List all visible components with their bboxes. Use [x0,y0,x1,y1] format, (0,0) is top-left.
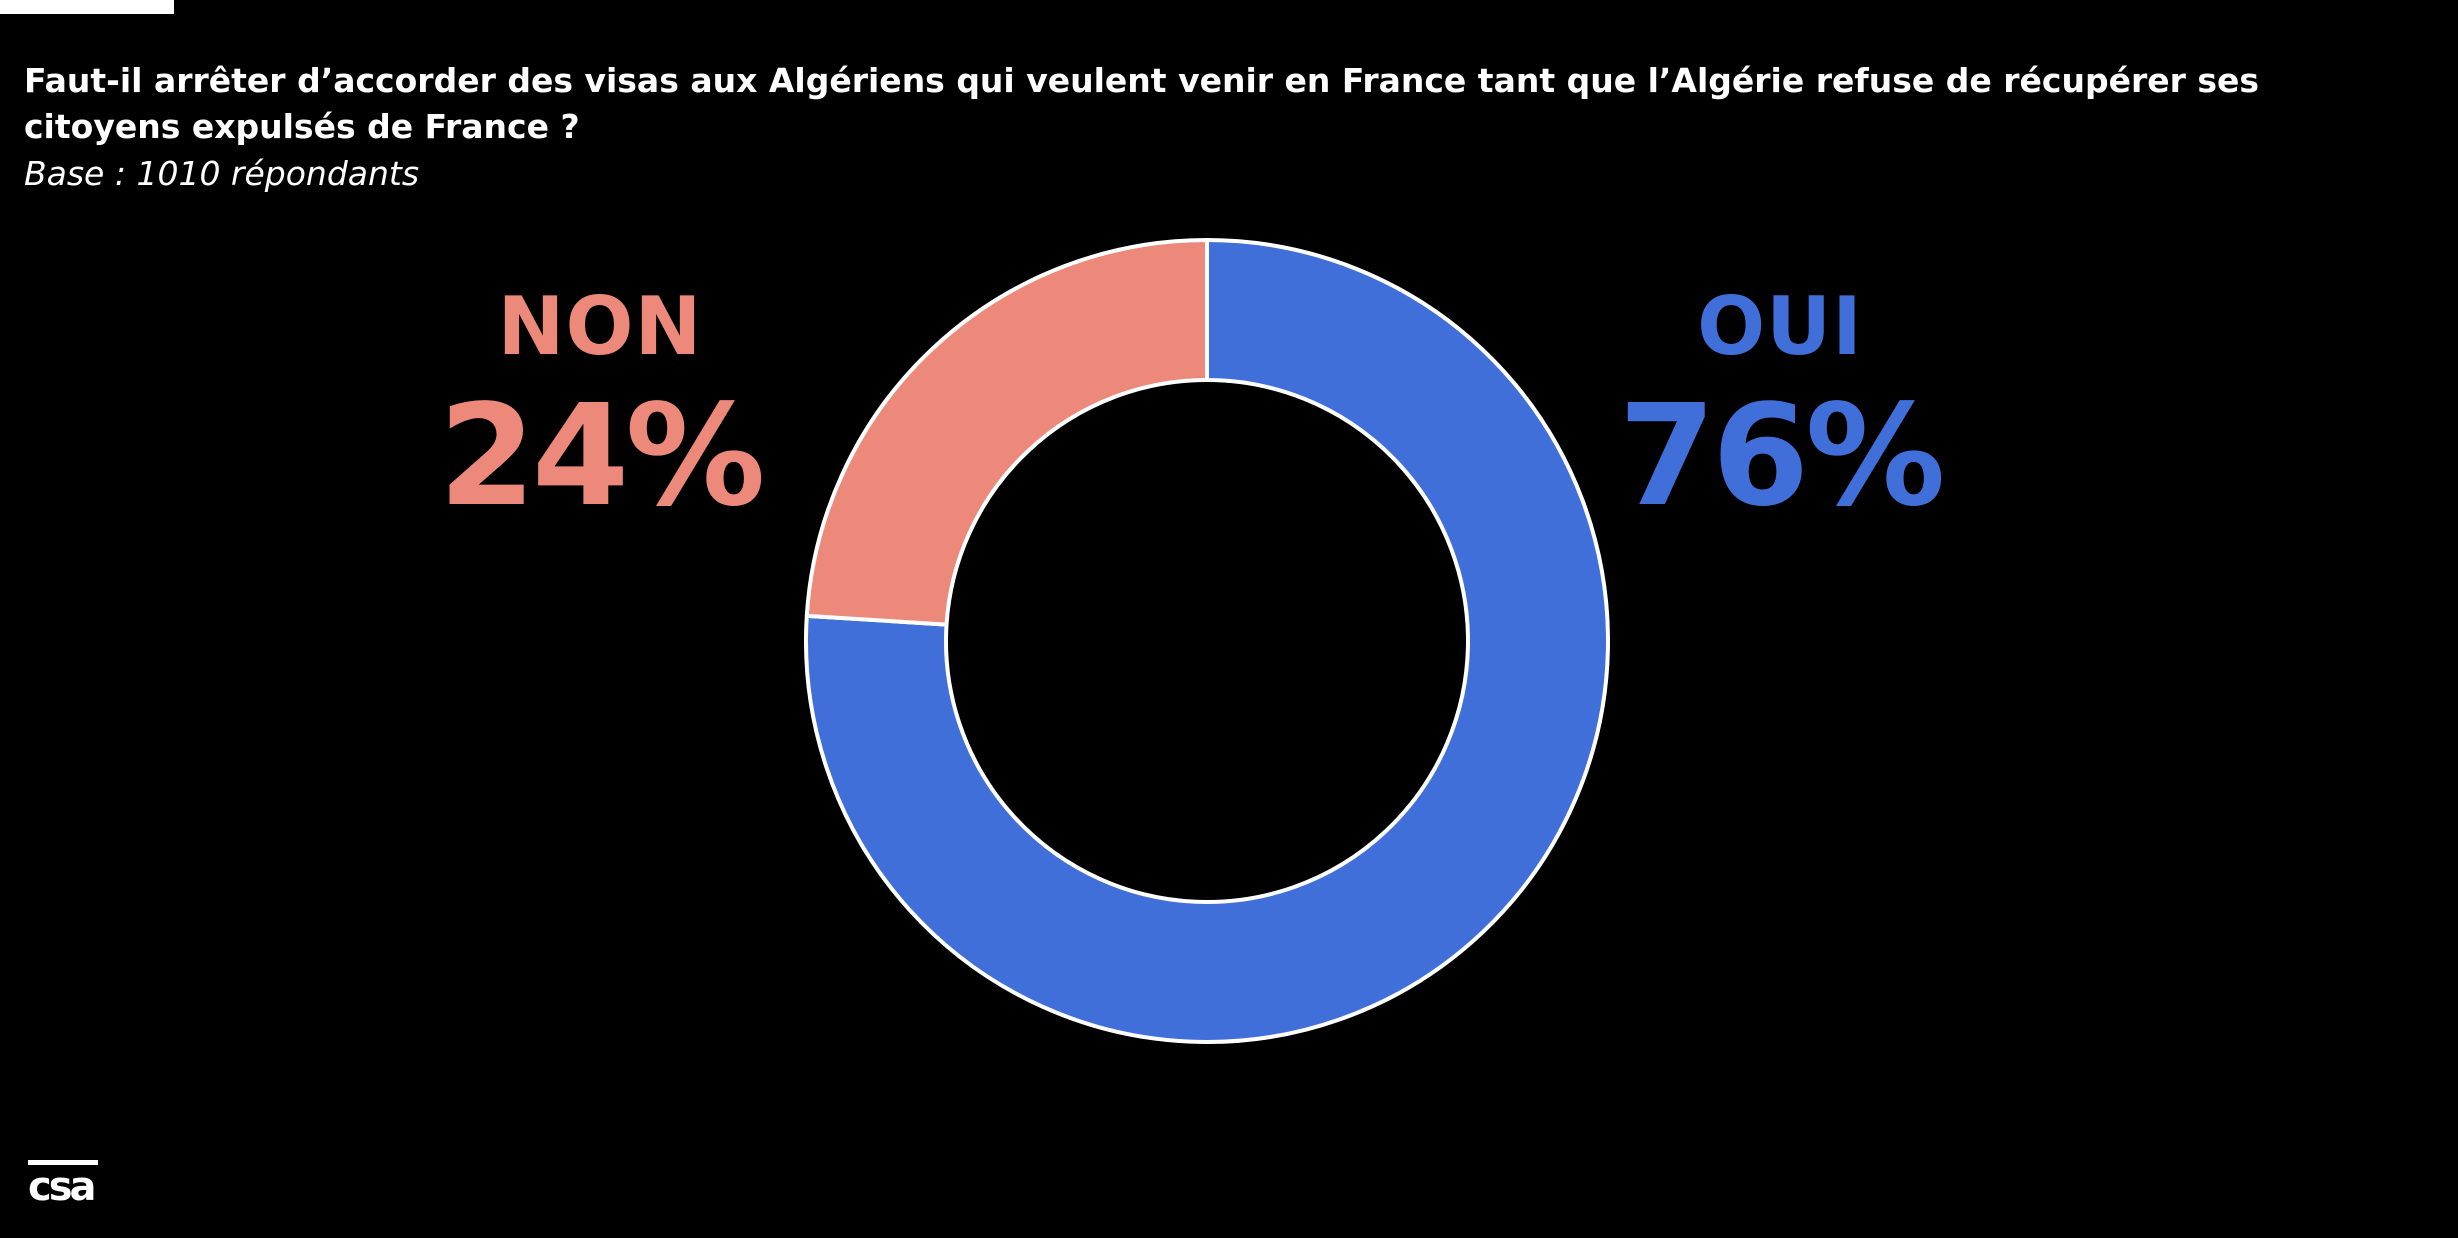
slice-non [804,238,1209,627]
non-percentage: 24% [438,375,765,538]
non-label: NON [497,280,703,373]
oui-label: OUI [1697,280,1863,373]
oui-percentage: 76% [1618,375,1945,538]
oui-label-group: OUI 76% [1600,282,1960,532]
slice-oui [804,238,1610,1044]
chart-subtitle: Base : 1010 répondants [24,154,420,193]
donut-slices [804,238,1610,1044]
chart-title: Faut-il arrêter d’accorder des visas aux… [24,61,2260,146]
logo-text: csa [28,1164,96,1210]
logo-bar [28,1160,98,1165]
top-accent-bar [0,0,174,14]
non-label-group: NON 24% [420,282,780,532]
csa-logo: csa [28,1160,98,1210]
